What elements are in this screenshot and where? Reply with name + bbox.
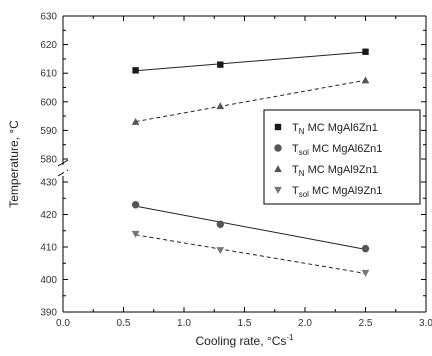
legend-box	[263, 109, 421, 205]
data-point	[362, 48, 369, 55]
x-tick-label: 3.0	[419, 318, 432, 329]
y-tick-label: 610	[40, 69, 57, 80]
legend-marker	[274, 186, 282, 194]
legend-marker	[274, 144, 282, 152]
data-point	[131, 230, 140, 238]
data-point	[131, 117, 140, 125]
x-tick-label: 0.0	[56, 318, 70, 329]
data-point	[361, 269, 370, 277]
x-tick-label: 2.0	[298, 318, 312, 329]
fit-lines	[135, 51, 366, 274]
data-point	[216, 247, 225, 255]
legend-marker	[274, 123, 282, 131]
y-tick-label: 430	[40, 178, 57, 189]
x-tick-label: 0.5	[117, 318, 131, 329]
y-tick-label: 590	[40, 126, 57, 137]
legend-marker	[274, 165, 282, 173]
data-point	[216, 102, 225, 110]
legend-label: TN MC MgAl9Zn1	[292, 164, 378, 178]
y-tick-label: 580	[40, 155, 57, 166]
y-axis: 630 620 610 600 590 580 430 420 410 400 390	[40, 12, 426, 319]
series-fit-line	[135, 234, 366, 274]
axis-break-mark	[57, 159, 69, 167]
legend-label: Tsol MC MgAl9Zn1	[292, 185, 382, 199]
axis-break-gap	[64, 163, 67, 175]
x-tick-label: 1.0	[177, 318, 191, 329]
legend-label: TN MC MgAl6Zn1	[292, 122, 378, 136]
data-point	[131, 201, 140, 209]
x-axis: 0.0 0.5 1.0 1.5 2.0 2.5 3.0	[56, 16, 432, 329]
y-tick-label: 410	[40, 243, 57, 254]
y-tick-label: 620	[40, 40, 57, 51]
series-fit-line	[135, 205, 366, 250]
legend-label: Tsol MC MgAl6Zn1	[292, 143, 382, 157]
y-axis-title: Temperature, °C	[7, 120, 21, 208]
y-tick-label: 400	[40, 275, 57, 286]
y-tick-label: 420	[40, 210, 57, 221]
y-tick-label: 630	[40, 12, 57, 23]
y-tick-label: 600	[40, 97, 57, 108]
data-point	[217, 61, 224, 68]
data-point	[361, 244, 370, 253]
data-point	[361, 76, 370, 84]
series-fit-line	[135, 79, 366, 123]
x-tick-label: 1.5	[238, 318, 252, 329]
series-fit-line	[135, 51, 366, 72]
data-point	[132, 67, 139, 74]
data-points	[131, 48, 370, 277]
y-tick-label: 390	[40, 308, 57, 319]
x-axis-title: Cooling rate, °Cs-1	[196, 333, 295, 348]
legend: TN MC MgAl6Zn1 Tsol MC MgAl6Zn1 TN MC MgAl…	[263, 109, 421, 205]
data-point	[216, 220, 224, 228]
x-tick-label: 2.5	[359, 318, 373, 329]
